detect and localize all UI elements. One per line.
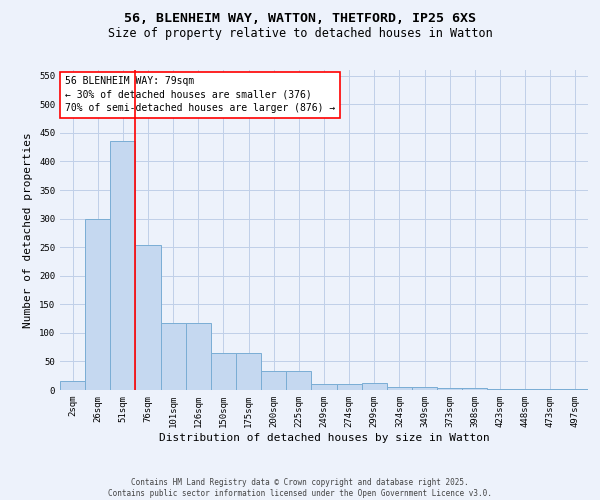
Text: 56, BLENHEIM WAY, WATTON, THETFORD, IP25 6XS: 56, BLENHEIM WAY, WATTON, THETFORD, IP25… <box>124 12 476 26</box>
Bar <box>362 383 387 390</box>
Bar <box>387 387 412 390</box>
Bar <box>85 218 110 390</box>
Bar <box>261 371 286 390</box>
Text: Size of property relative to detached houses in Watton: Size of property relative to detached ho… <box>107 28 493 40</box>
Bar <box>437 388 462 390</box>
Bar <box>412 387 437 390</box>
Bar <box>136 246 161 390</box>
Bar <box>512 389 538 390</box>
Y-axis label: Number of detached properties: Number of detached properties <box>23 132 34 328</box>
Bar <box>186 323 211 390</box>
Bar <box>487 389 512 390</box>
Bar <box>311 384 337 390</box>
Bar <box>211 353 236 390</box>
Bar <box>286 371 311 390</box>
Bar <box>60 382 85 390</box>
Bar <box>462 388 487 390</box>
Bar <box>236 353 261 390</box>
Bar <box>161 323 186 390</box>
Bar <box>110 142 136 390</box>
X-axis label: Distribution of detached houses by size in Watton: Distribution of detached houses by size … <box>158 432 490 442</box>
Text: 56 BLENHEIM WAY: 79sqm
← 30% of detached houses are smaller (376)
70% of semi-de: 56 BLENHEIM WAY: 79sqm ← 30% of detached… <box>65 76 335 113</box>
Bar <box>337 384 362 390</box>
Text: Contains HM Land Registry data © Crown copyright and database right 2025.
Contai: Contains HM Land Registry data © Crown c… <box>108 478 492 498</box>
